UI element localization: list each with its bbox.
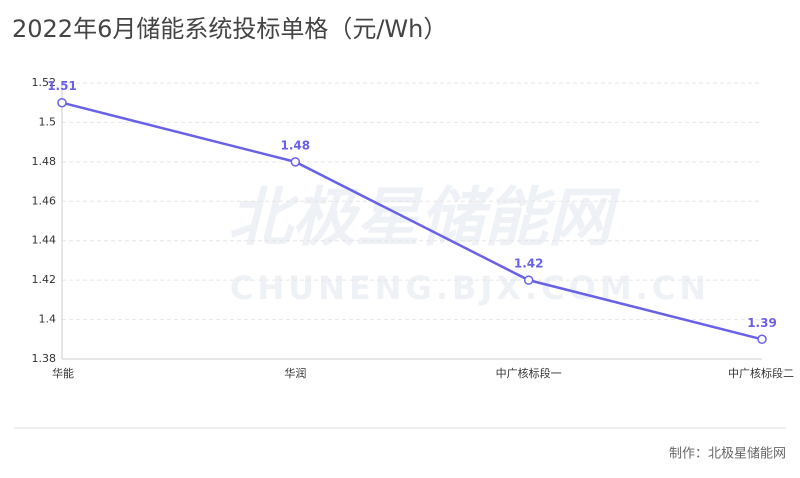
data-label: 1.51 — [47, 79, 77, 93]
x-tick-label: 华能 — [52, 366, 74, 380]
data-label: 1.39 — [747, 316, 777, 330]
y-tick-label: 1.46 — [32, 194, 57, 207]
y-tick-label: 1.4 — [39, 313, 57, 326]
y-tick-label: 1.38 — [32, 352, 57, 365]
data-label: 1.48 — [281, 138, 311, 152]
y-tick-label: 1.44 — [32, 234, 57, 247]
y-tick-label: 1.5 — [39, 115, 57, 128]
watermark: CHUNENG.BJX.COM.CN — [230, 269, 710, 307]
x-tick-label: 中广核标段二 — [728, 366, 794, 380]
source: 制作：北极星储能网 — [669, 447, 786, 462]
point — [57, 97, 67, 108]
y-tick-label: 1.52 — [32, 76, 57, 89]
x-tick-label: 中广核标段一 — [496, 366, 562, 380]
point — [757, 334, 767, 345]
x-tick-label: 华润 — [284, 366, 306, 380]
data-label: 1.42 — [514, 257, 544, 271]
point — [523, 275, 534, 285]
point — [290, 157, 301, 167]
watermark: 北极星储能网 — [228, 182, 621, 256]
line — [61, 101, 763, 341]
y-tick-label: 1.42 — [32, 273, 57, 286]
chart-title: 2022年6月储能系统投标单格（元/Wh） — [12, 15, 447, 43]
y-tick-label: 1.48 — [32, 155, 57, 168]
